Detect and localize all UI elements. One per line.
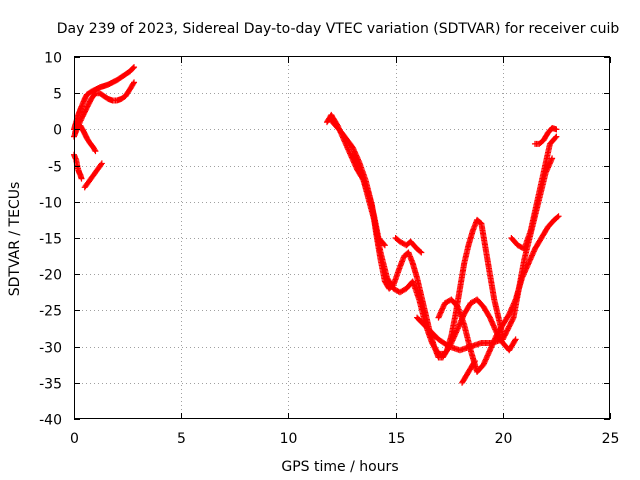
y-tick-label: 10 <box>44 51 62 67</box>
data-point <box>92 148 99 155</box>
series-s6 <box>323 111 388 249</box>
series-s7 <box>328 117 506 361</box>
series-s5 <box>81 160 105 191</box>
data-point <box>511 337 518 344</box>
series-s14 <box>392 235 425 256</box>
data-point <box>131 64 138 71</box>
series-s12 <box>508 133 560 252</box>
y-tick-label: -40 <box>39 413 62 429</box>
plot-frame <box>74 56 610 419</box>
data-point <box>98 160 105 167</box>
x-tick-label: 10 <box>280 431 298 447</box>
y-axis-label: SDTVAR / TECUs <box>7 182 23 297</box>
x-tick-label: 25 <box>602 431 620 447</box>
x-axis-label: GPS time / hours <box>281 459 398 475</box>
data-point <box>130 64 137 71</box>
data-point <box>555 213 562 220</box>
data-point <box>78 175 85 182</box>
y-tick-label: -25 <box>39 304 62 320</box>
data-point <box>552 134 559 141</box>
series-s11 <box>459 358 478 386</box>
data-point <box>471 358 478 365</box>
y-tick-label: -35 <box>39 377 62 393</box>
series-s10 <box>435 213 562 375</box>
series-s13 <box>531 124 560 147</box>
y-tick-label: -20 <box>39 268 62 284</box>
x-tick-label: 5 <box>177 431 186 447</box>
data-point <box>549 155 556 162</box>
x-tick-label: 20 <box>495 431 513 447</box>
data-point <box>380 241 387 248</box>
chart-title: Day 239 of 2023, Sidereal Day-to-day VTE… <box>57 21 620 37</box>
data-point <box>130 80 137 87</box>
data-point <box>131 79 138 86</box>
data-point <box>553 133 560 140</box>
y-tick-label: 0 <box>53 123 62 139</box>
series-s8 <box>349 151 519 357</box>
data-point <box>78 116 85 123</box>
data-point <box>509 315 516 322</box>
x-tick-labels: 0 5 10 15 20 25 <box>70 431 619 447</box>
x-tick-label: 0 <box>70 431 79 447</box>
data-point <box>553 126 560 133</box>
data-point <box>91 146 98 153</box>
data-point <box>77 117 84 124</box>
data-point <box>381 242 388 249</box>
data-point <box>98 161 105 168</box>
series-s3 <box>72 122 99 155</box>
y-tick-label: 5 <box>53 87 62 103</box>
data-point <box>417 248 424 255</box>
y-tick-label: -5 <box>48 160 62 176</box>
data-point <box>512 336 519 343</box>
tick-layer <box>74 57 611 420</box>
y-tick-label: -15 <box>39 232 62 248</box>
data-layer <box>71 64 562 386</box>
data-point <box>554 214 561 221</box>
y-tick-label: -10 <box>39 196 62 212</box>
x-tick-label: 15 <box>388 431 406 447</box>
data-point <box>418 249 425 256</box>
data-point <box>471 359 478 366</box>
y-tick-labels: -40 -35 -30 -25 -20 -15 -10 -5 0 5 10 <box>39 51 62 429</box>
y-tick-label: -30 <box>39 341 62 357</box>
